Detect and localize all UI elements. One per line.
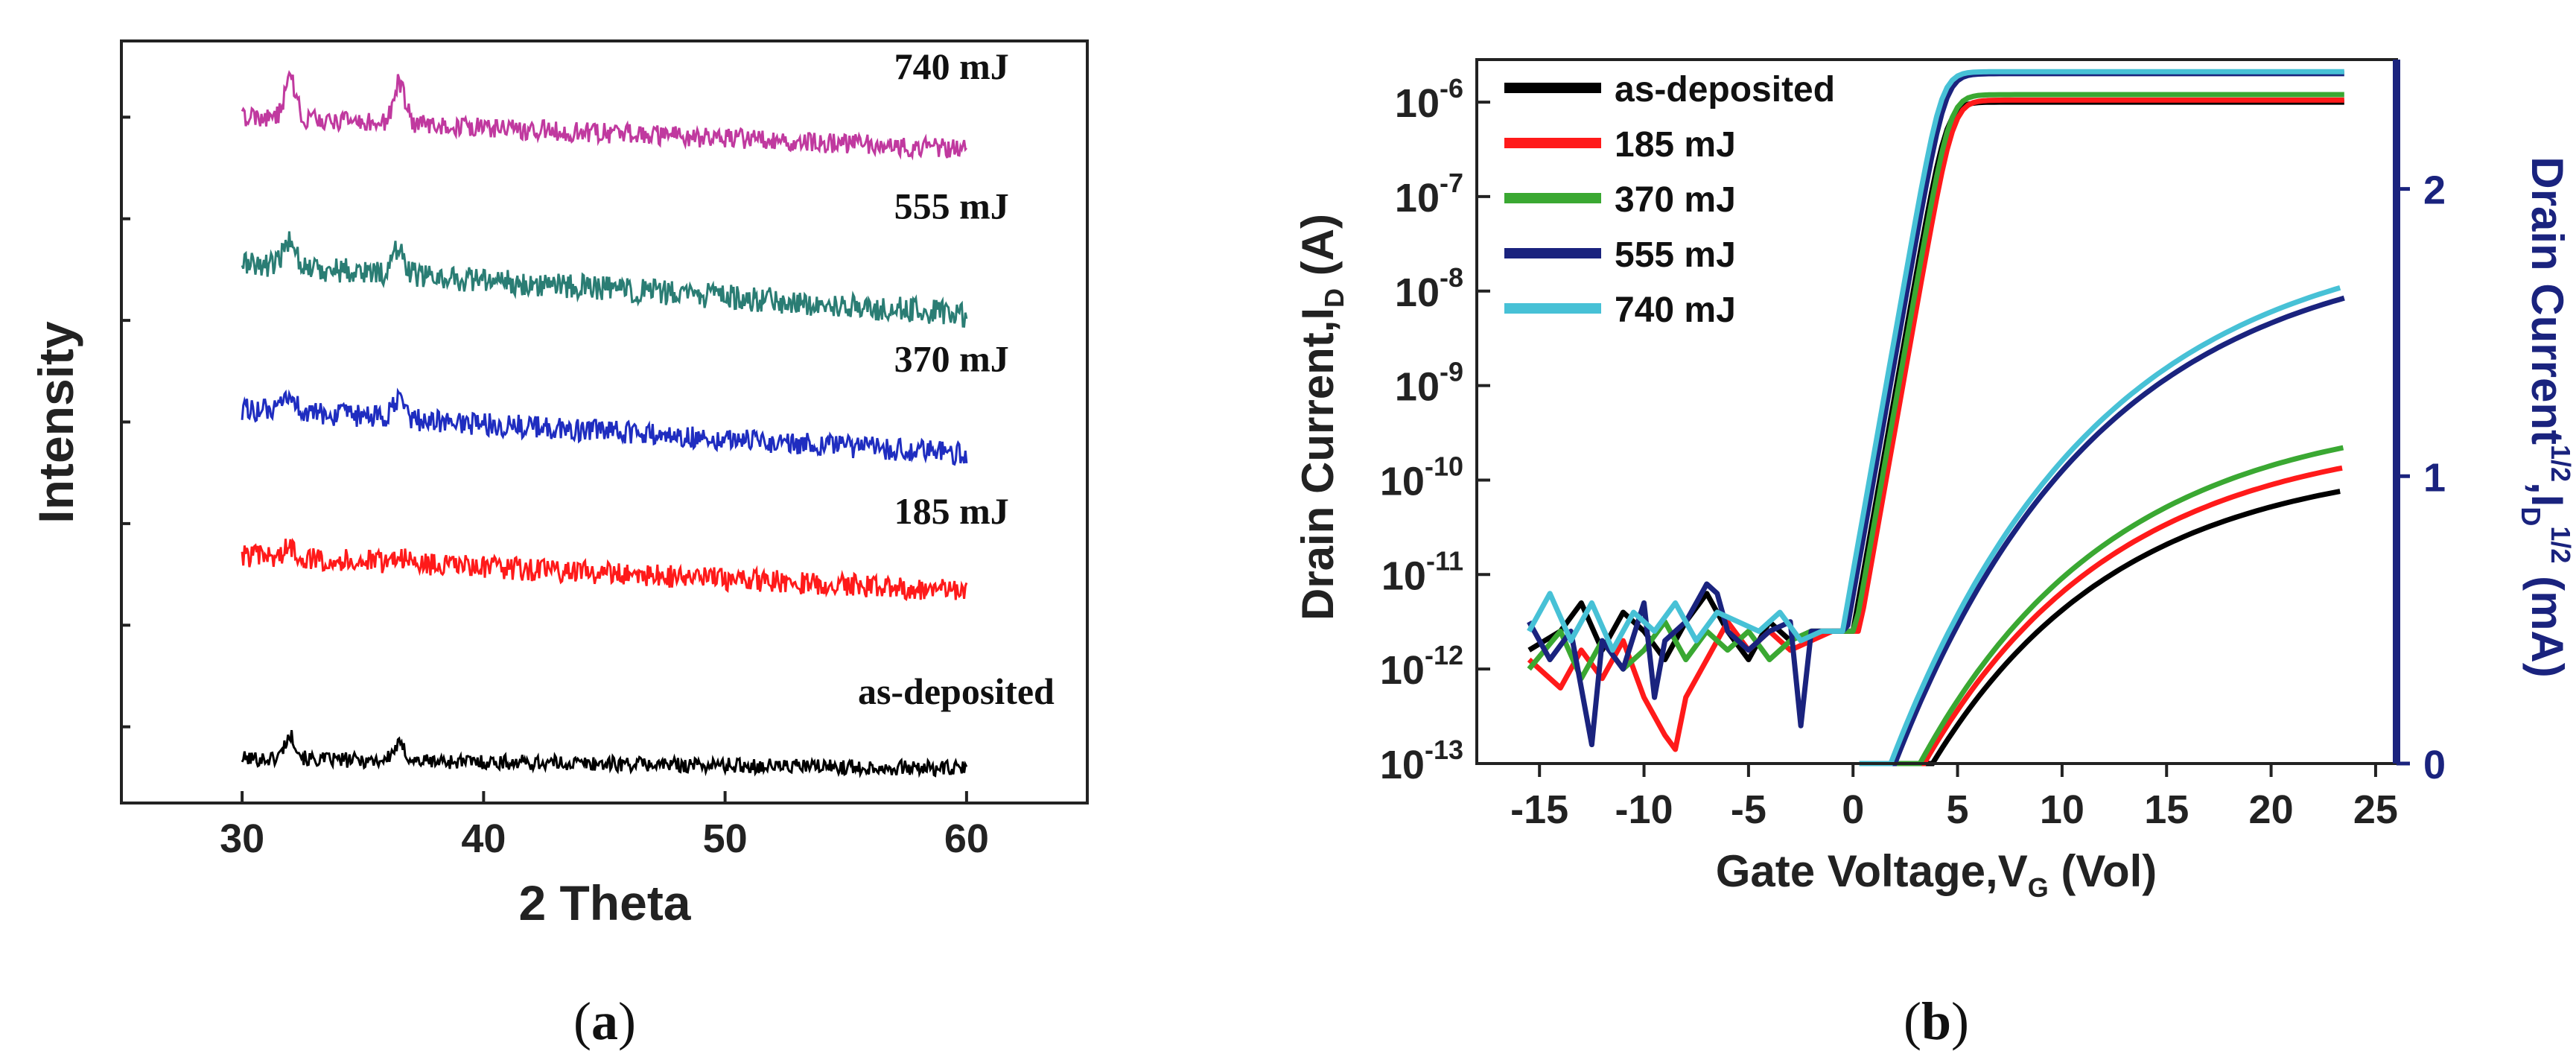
legend-label-3: 555 mJ: [1615, 235, 1736, 275]
panel-b-ticks: -15 -10 -5 0 5 10 15 20 2510-1310-1210-1110-1010…: [1380, 73, 2446, 832]
series-sqrt-2: [1888, 445, 2344, 767]
series-label-a-2: 370 mJ: [894, 337, 1009, 379]
xtick-label-b-3: 0: [1842, 787, 1864, 832]
xtick-label-a-3: 60: [944, 816, 989, 861]
xtick-label-a-2: 50: [703, 816, 748, 861]
series-log-4: [1527, 69, 2344, 653]
series-sqrt-0: [1901, 489, 2341, 767]
ytick-left-label-1: 10-12: [1380, 640, 1463, 693]
xtick-label-b-1: -10: [1615, 787, 1673, 832]
xtick-label-b-7: 20: [2249, 787, 2294, 832]
caption-a: (a): [573, 991, 636, 1051]
series-label-a-4: 740 mJ: [894, 45, 1009, 87]
panel-a-series-labels: as-deposited 185 mJ 370 mJ 555 mJ 740 mJ: [858, 45, 1055, 712]
series-line-a-1: [241, 537, 968, 601]
series-line-a-4: [241, 69, 968, 161]
series-line-a-0: [241, 730, 968, 778]
panel-b-xlabel: Gate Voltage,VG (Vol): [1716, 846, 2157, 903]
ytick-left-label-5: 10-8: [1395, 262, 1463, 315]
panel-b: -15 -10 -5 0 5 10 15 20 2510-1310-1210-1110-1010…: [1293, 58, 2576, 1051]
xtick-label-a-0: 30: [220, 816, 264, 861]
ytick-left-label-0: 10-13: [1380, 734, 1463, 787]
xtick-label-b-4: 5: [1947, 787, 1969, 832]
series-line-a-3: [241, 231, 968, 328]
legend-label-4: 740 mJ: [1615, 291, 1736, 330]
series-log-1: [1527, 97, 2344, 752]
xtick-label-b-8: 25: [2353, 787, 2398, 832]
xtick-label-a-1: 40: [461, 816, 506, 861]
series-label-a-3: 555 mJ: [894, 185, 1009, 227]
panel-a-series-group: [241, 69, 968, 778]
series-sqrt-4: [1859, 285, 2341, 767]
panel-a: 30 40 50 60 as-deposited 185 mJ 370 mJ 555 mJ 7…: [28, 39, 1089, 1051]
series-label-a-1: 185 mJ: [894, 490, 1009, 532]
series-line-a-2: [241, 387, 968, 466]
panel-a-xlabel: 2 Theta: [518, 875, 691, 930]
legend-label-1: 185 mJ: [1615, 125, 1736, 165]
caption-b: (b): [1904, 991, 1969, 1051]
panel-a-ylabel: Intensity: [28, 321, 83, 524]
ytick-left-label-3: 10-10: [1380, 451, 1463, 504]
xtick-label-b-6: 15: [2144, 787, 2189, 832]
ytick-right-label-1: 1: [2423, 455, 2446, 500]
legend-label-2: 370 mJ: [1615, 180, 1736, 220]
legend-label-0: as-deposited: [1615, 70, 1835, 110]
ytick-right-label-2: 2: [2423, 168, 2446, 213]
ytick-left-label-7: 10-6: [1395, 73, 1463, 126]
series-label-a-0: as-deposited: [858, 670, 1055, 712]
panel-b-series-group: [1527, 69, 2345, 767]
panel-a-ticks: 30 40 50 60: [121, 115, 989, 861]
xtick-label-b-5: 10: [2040, 787, 2084, 832]
ytick-left-label-6: 10-7: [1395, 168, 1463, 220]
ytick-right-label-0: 0: [2423, 743, 2446, 787]
panel-b-ylabel-left: Drain Current,ID (A): [1293, 214, 1349, 621]
series-sqrt-1: [1892, 465, 2343, 767]
xtick-label-b-0: -15: [1510, 787, 1568, 832]
legend: as-deposited 185 mJ 370 mJ 555 mJ 740 mJ: [1504, 70, 1835, 330]
panel-b-ylabel-right: Drain Current1/2,ID1/2 (mA): [2516, 156, 2576, 677]
xtick-label-b-2: -5: [1731, 787, 1766, 832]
series-sqrt-3: [1863, 295, 2345, 767]
series-log-2: [1527, 92, 2344, 682]
ytick-left-label-2: 10-11: [1381, 545, 1463, 598]
ytick-left-label-4: 10-9: [1395, 357, 1463, 410]
